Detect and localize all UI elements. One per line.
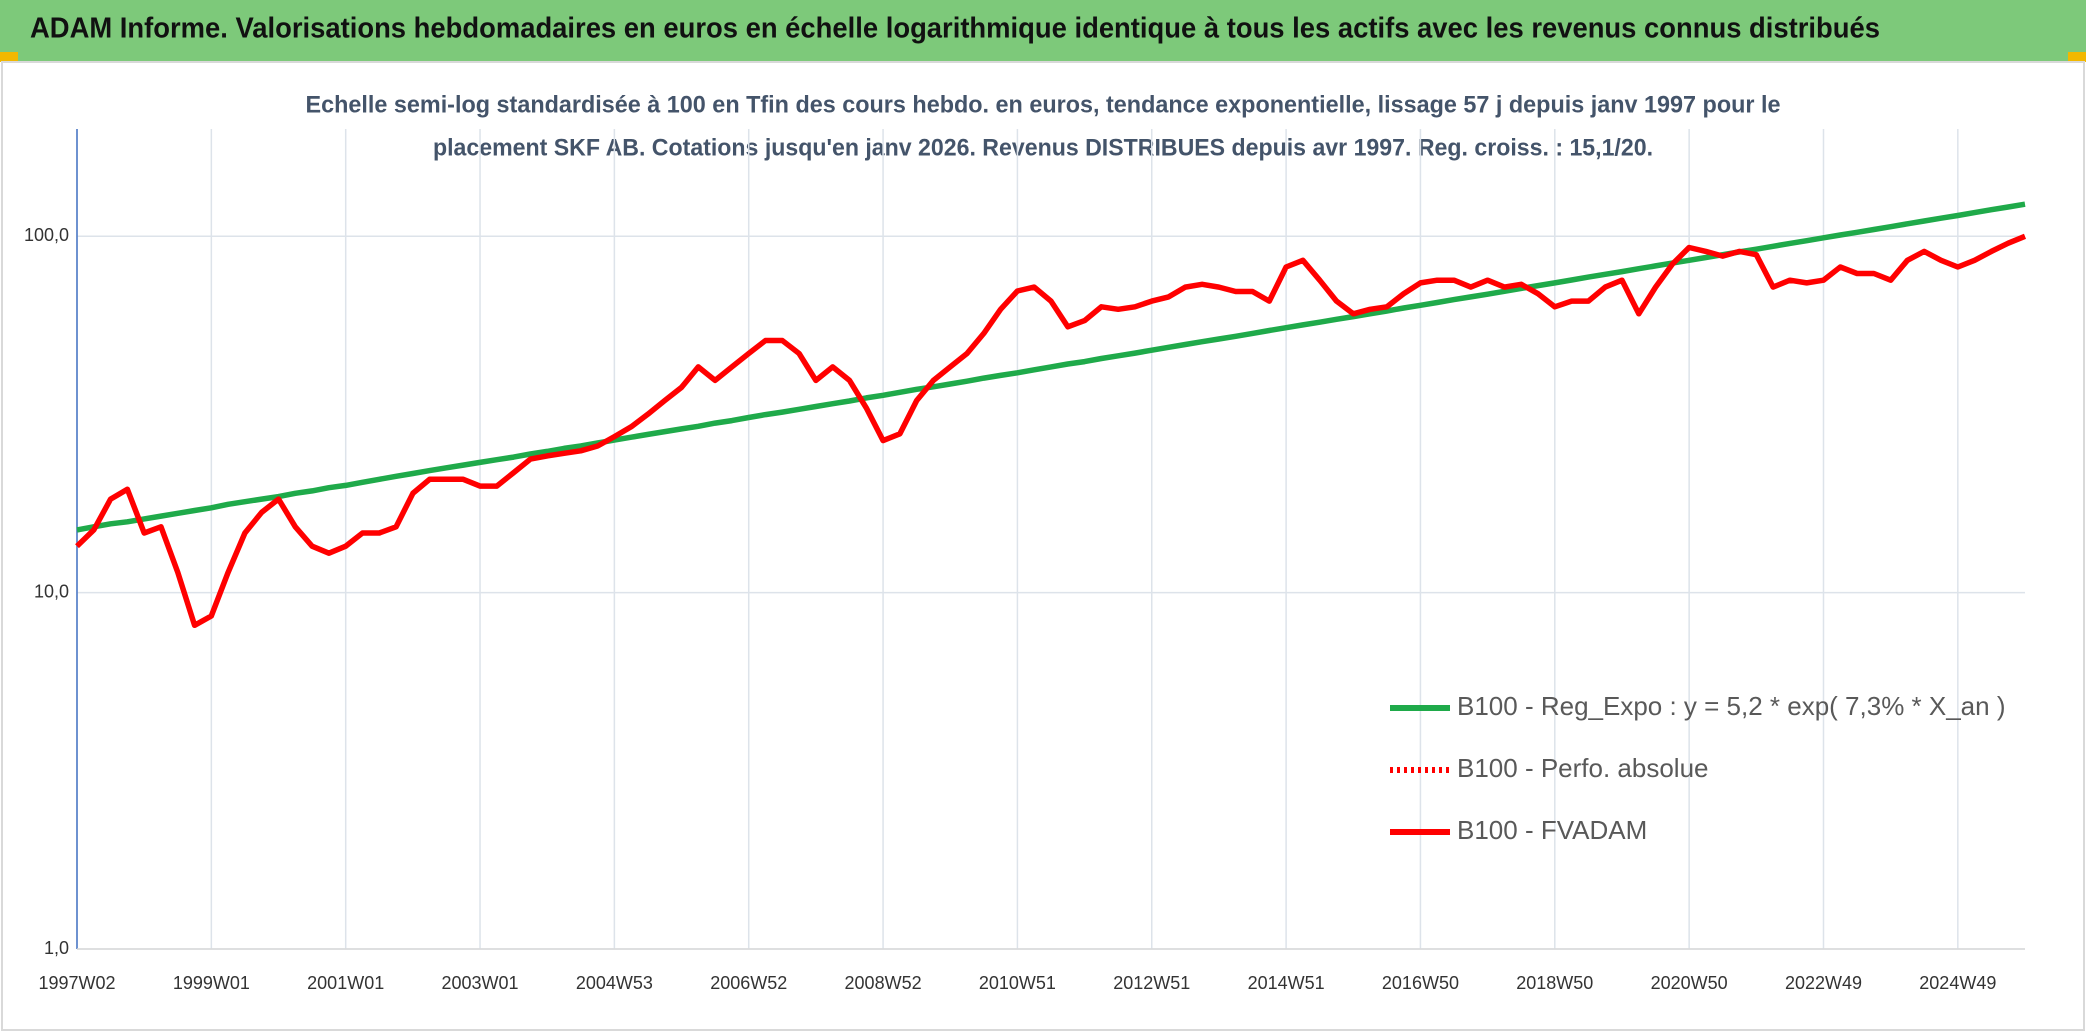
x-tick-label: 2022W49 <box>1785 973 1862 993</box>
x-tick-label: 2016W50 <box>1382 973 1459 993</box>
y-tick-label: 100,0 <box>24 225 69 245</box>
chart-subtitle: placement SKF AB. Cotations jusqu'en jan… <box>433 134 1653 161</box>
corner-mark <box>2068 52 2086 62</box>
corner-mark <box>0 52 18 62</box>
legend-label: B100 - Reg_Expo : y = 5,2 * exp( 7,3% * … <box>1457 691 2006 721</box>
x-tick-label: 2001W01 <box>307 973 384 993</box>
y-tick-label: 1,0 <box>44 938 69 958</box>
y-tick-label: 10,0 <box>34 581 69 601</box>
chart-frame <box>1 61 2085 1031</box>
x-tick-label: 2008W52 <box>845 973 922 993</box>
header-bar <box>0 0 2086 62</box>
legend-label: B100 - FVADAM <box>1457 815 1647 845</box>
legend-label: B100 - Perfo. absolue <box>1457 753 1709 783</box>
x-tick-label: 2010W51 <box>979 973 1056 993</box>
x-tick-label: 1999W01 <box>173 973 250 993</box>
x-tick-label: 2006W52 <box>710 973 787 993</box>
series-line <box>76 201 2026 533</box>
x-tick-label: 2024W49 <box>1919 973 1996 993</box>
x-tick-label: 1997W02 <box>38 973 115 993</box>
x-tick-label: 2004W53 <box>576 973 653 993</box>
chart-subtitle: Echelle semi-log standardisée à 100 en T… <box>306 91 1781 118</box>
x-tick-label: 2012W51 <box>1113 973 1190 993</box>
x-tick-label: 2003W01 <box>442 973 519 993</box>
series-line <box>75 233 2027 629</box>
x-tick-label: 2014W51 <box>1248 973 1325 993</box>
chart-title: ADAM Informe. Valorisations hebdomadaire… <box>30 13 1880 45</box>
x-tick-label: 2018W50 <box>1516 973 1593 993</box>
x-tick-label: 2020W50 <box>1651 973 1728 993</box>
